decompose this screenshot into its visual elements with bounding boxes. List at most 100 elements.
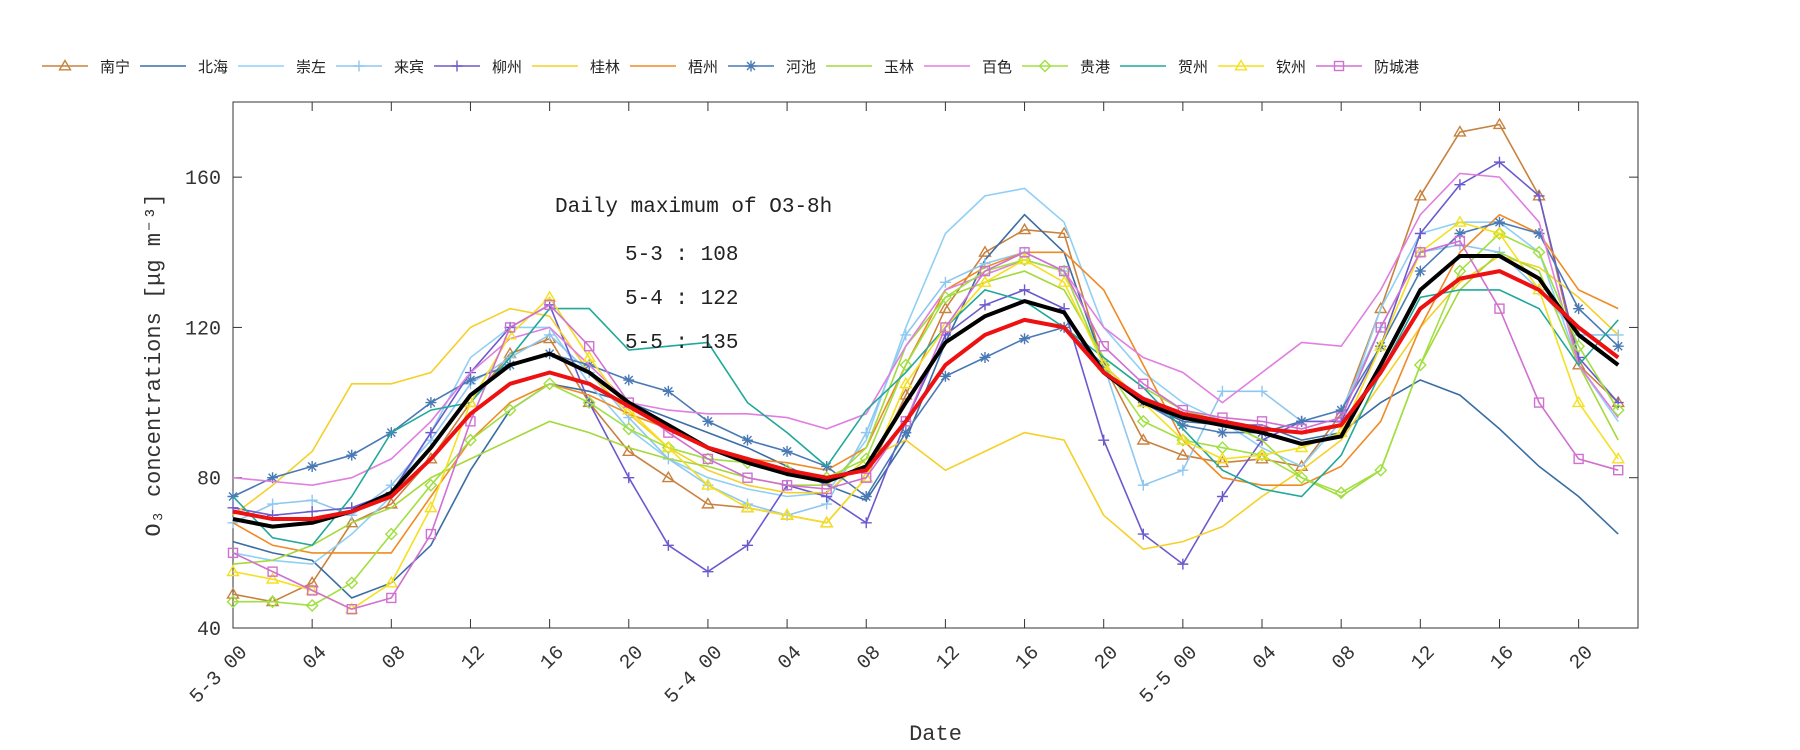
annotation-title: Daily maximum of O3-8h (555, 196, 832, 219)
series-line (232, 221, 1619, 498)
square-marker (742, 472, 753, 483)
star-marker (1019, 333, 1031, 345)
triangle-marker (305, 576, 319, 588)
triangle-marker (1255, 448, 1269, 460)
star-marker (346, 449, 358, 461)
star-marker (425, 397, 437, 409)
series-line (232, 255, 1619, 550)
legend-item: 桂林 (532, 58, 620, 76)
triangle-marker (701, 497, 715, 509)
square-marker (1333, 60, 1345, 72)
diamond-marker (226, 595, 240, 609)
y-tick-label: 160 (185, 168, 221, 191)
triangle-marker (1234, 59, 1248, 71)
diamond-marker (938, 290, 952, 304)
legend-label: 梧州 (688, 58, 718, 76)
diamond-marker (622, 422, 636, 436)
star-marker (781, 445, 793, 457)
x-axis-title: Date (909, 722, 962, 747)
star-marker (662, 385, 674, 397)
x-tick-label: 5-5 00 (1136, 642, 1203, 709)
triangle-marker (1453, 125, 1467, 137)
annotation-line: 5-4 : 122 (625, 288, 738, 311)
annotation-line: 5-3 : 108 (625, 244, 738, 267)
x-tick-label: 16 (1486, 642, 1519, 675)
triangle-marker (58, 59, 72, 71)
legend-item: 梧州 (630, 58, 718, 76)
triangle-marker (899, 388, 913, 400)
diamond-marker (1038, 59, 1052, 73)
plus-marker (1137, 528, 1149, 540)
star-marker (1335, 404, 1347, 416)
plus-marker (662, 539, 674, 551)
star-marker (860, 491, 872, 502)
plus-marker (1216, 491, 1228, 502)
triangle-marker (938, 301, 953, 314)
triangle-marker (1096, 358, 1111, 370)
x-tick-label: 12 (457, 642, 490, 675)
diamond-marker (384, 527, 398, 541)
x-tick-label: 04 (299, 642, 332, 675)
bold-mean-line-1 (232, 254, 1620, 529)
series-崇左 (232, 187, 1619, 565)
square-marker (1613, 465, 1624, 476)
legend-label: 贵港 (1080, 58, 1110, 76)
plus-marker (939, 276, 951, 288)
plus-marker (860, 427, 872, 439)
triangle-marker (1294, 440, 1309, 453)
triangle-marker (1492, 117, 1507, 130)
series-防城港 (227, 235, 1624, 615)
diamond-marker (1255, 448, 1269, 462)
diamond-marker (1532, 245, 1546, 259)
diamond-marker (1295, 471, 1309, 485)
series-line (232, 172, 1619, 487)
triangle-marker (1374, 301, 1388, 314)
diamond-marker (899, 358, 913, 372)
diamond-marker (1413, 358, 1427, 372)
square-marker (1494, 303, 1505, 314)
legend-label: 北海 (198, 58, 228, 76)
legend-label: 防城港 (1374, 58, 1419, 76)
legend-label: 玉林 (884, 58, 914, 76)
annotation-line: 5-5 : 135 (625, 332, 738, 355)
legend-label: 柳州 (492, 58, 522, 76)
y-tick-label: 80 (197, 469, 221, 492)
triangle-marker (542, 290, 557, 302)
diamond-marker (661, 441, 675, 455)
series-柳州 (227, 156, 1624, 578)
diamond-marker (1374, 463, 1388, 477)
x-tick-label: 04 (774, 642, 807, 675)
triangle-marker (978, 245, 992, 257)
plus-marker (900, 329, 912, 341)
star-marker (267, 472, 279, 484)
series-桂林 (232, 255, 1619, 550)
square-marker (1415, 247, 1426, 258)
diamond-marker (503, 403, 517, 417)
series-line (232, 213, 1619, 554)
triangle-marker (1611, 452, 1625, 464)
plus-marker (1019, 284, 1031, 296)
triangle-marker (1136, 433, 1151, 445)
diamond-marker (1611, 403, 1625, 417)
square-marker (267, 566, 278, 577)
star-marker (306, 460, 318, 472)
legend-item: 来宾 (336, 58, 424, 76)
x-tick-label: 5-3 00 (186, 642, 253, 709)
legend-label: 来宾 (394, 58, 424, 76)
legend-item: 贵港 (1022, 58, 1110, 76)
star-marker (1573, 303, 1585, 315)
star-marker (1454, 228, 1466, 239)
plus-marker (1216, 385, 1228, 397)
plus-marker (1493, 156, 1505, 168)
star-marker (742, 434, 754, 446)
plus-marker (1137, 479, 1149, 491)
triangle-marker (1492, 226, 1507, 239)
plus-marker (1177, 558, 1189, 570)
square-marker (544, 299, 555, 311)
star-marker (1296, 415, 1308, 427)
x-tick-label: 16 (1011, 642, 1044, 675)
axis-ticks (232, 102, 1638, 629)
y-tick-label: 120 (185, 318, 221, 341)
star-marker (464, 374, 476, 386)
diamond-marker (543, 377, 557, 391)
